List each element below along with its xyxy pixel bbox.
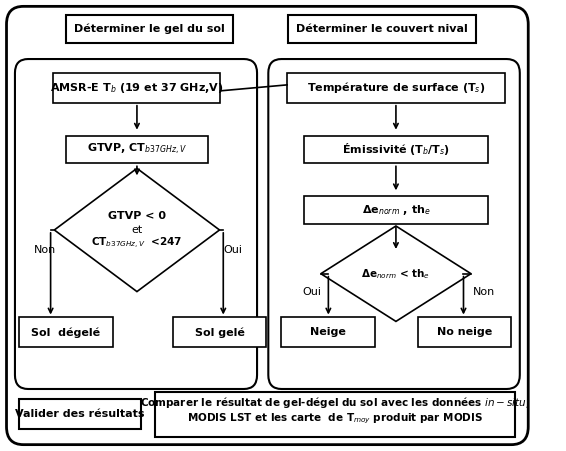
Bar <box>66 15 233 43</box>
Text: GTVP < 0: GTVP < 0 <box>108 211 166 221</box>
Text: Δe$_{norm}$ , th$_e$: Δe$_{norm}$ , th$_e$ <box>362 203 430 217</box>
Text: Température de surface (T$_s$): Température de surface (T$_s$) <box>307 80 485 95</box>
Text: Non: Non <box>473 286 495 297</box>
Text: Oui: Oui <box>223 245 242 255</box>
Bar <box>53 73 220 103</box>
Bar <box>173 318 267 347</box>
Text: MODIS LST et les carte  de T$_{moy}$ produit par MODIS: MODIS LST et les carte de T$_{moy}$ prod… <box>187 412 483 426</box>
Text: Sol  dégelé: Sol dégelé <box>31 327 100 338</box>
Bar <box>281 318 375 347</box>
Bar <box>66 136 208 163</box>
Bar <box>418 318 511 347</box>
Text: Émissivité (T$_b$/T$_s$): Émissivité (T$_b$/T$_s$) <box>342 142 450 157</box>
Bar <box>287 73 505 103</box>
FancyBboxPatch shape <box>268 59 520 389</box>
Text: No neige: No neige <box>437 327 492 337</box>
Text: Déterminer le couvert nival: Déterminer le couvert nival <box>296 24 468 34</box>
Text: AMSR-E T$_b$ (19 et 37 GHz,V): AMSR-E T$_b$ (19 et 37 GHz,V) <box>50 81 224 95</box>
Bar <box>19 399 141 429</box>
Bar <box>19 318 113 347</box>
Text: Non: Non <box>34 245 56 255</box>
Bar <box>288 15 475 43</box>
Text: Comparer le résultat de gel-dégel du sol avec les données $\it{in-situ}$,: Comparer le résultat de gel-dégel du sol… <box>140 396 530 410</box>
Polygon shape <box>321 226 471 322</box>
Bar <box>155 392 515 437</box>
FancyBboxPatch shape <box>15 59 257 389</box>
Text: CT$_{b37GHz,V}$  <247: CT$_{b37GHz,V}$ <247 <box>92 236 182 252</box>
FancyBboxPatch shape <box>6 6 528 445</box>
Text: GTVP, CT$_{b37GHz,V}$: GTVP, CT$_{b37GHz,V}$ <box>87 142 187 157</box>
Text: et: et <box>131 225 143 235</box>
Text: Sol gelé: Sol gelé <box>195 327 245 338</box>
Polygon shape <box>54 168 220 292</box>
Text: Δe$_{norm}$ < th$_e$: Δe$_{norm}$ < th$_e$ <box>361 267 431 281</box>
Text: Oui: Oui <box>302 286 321 297</box>
Text: Neige: Neige <box>310 327 346 337</box>
Bar <box>304 136 488 163</box>
Text: Déterminer le gel du sol: Déterminer le gel du sol <box>74 24 225 34</box>
Text: Valider des résultats: Valider des résultats <box>15 409 144 419</box>
Bar <box>304 196 488 224</box>
